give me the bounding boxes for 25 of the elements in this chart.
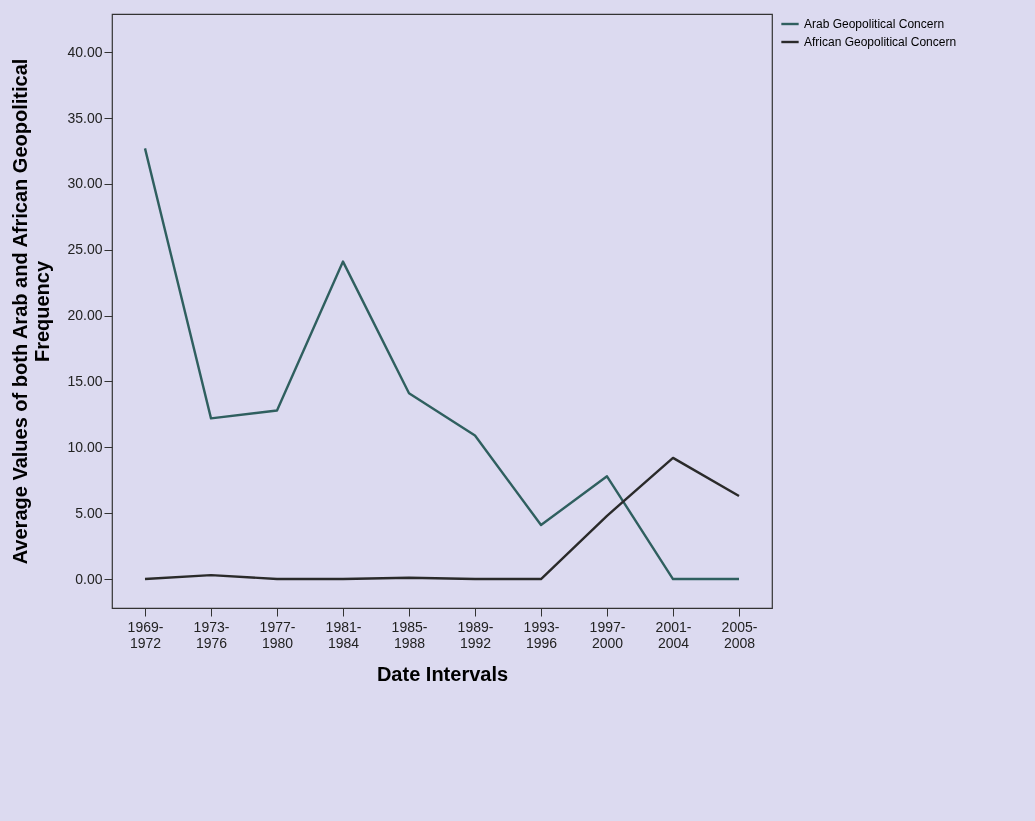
y-tick-label: 25.00 <box>67 241 103 258</box>
x-tick-label: 1973-1976 <box>193 618 230 651</box>
y-tick-label: 20.00 <box>67 307 103 324</box>
y-tick-label: 5.00 <box>75 504 103 521</box>
y-tick-label: 30.00 <box>67 175 103 192</box>
y-tick-label: 10.00 <box>67 438 103 455</box>
x-tick-label: 1985-1988 <box>391 618 428 651</box>
x-tick-label: 1969-1972 <box>127 618 164 651</box>
x-tick-label: 1997-2000 <box>589 618 626 651</box>
x-tick-label: 1993-1996 <box>523 618 560 651</box>
x-tick-label: 1981-1984 <box>325 618 362 651</box>
legend-label: Arab Geopolitical Concern <box>804 17 945 31</box>
x-tick-label: 2005-2008 <box>721 618 758 651</box>
line-series <box>143 147 741 581</box>
y-tick-label: 15.00 <box>67 372 103 389</box>
y-tick-label: 0.00 <box>75 570 103 587</box>
y-tick-label: 40.00 <box>67 43 103 60</box>
line-series <box>143 456 741 581</box>
legend-label: African Geopolitical Concern <box>804 35 957 49</box>
y-tick-label: 35.00 <box>67 109 103 126</box>
x-tick-label: 2001-2004 <box>655 618 692 651</box>
x-tick-label: 1977-1980 <box>259 618 296 651</box>
x-tick-label: 1989-1992 <box>457 618 494 651</box>
y-axis-title: Average Values of both Arab and African Geopolitical Frequency <box>9 58 54 565</box>
x-axis-title: Date Intervals <box>376 662 509 685</box>
